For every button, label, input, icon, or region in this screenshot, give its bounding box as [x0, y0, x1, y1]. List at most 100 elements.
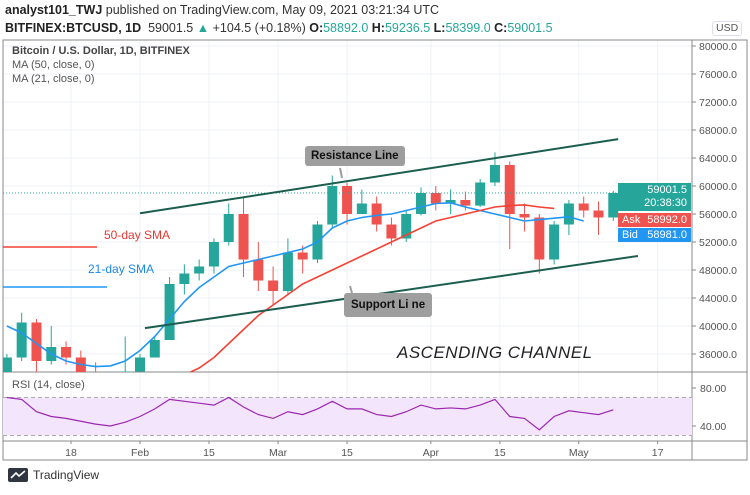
close-label: C:: [494, 21, 508, 35]
ohlc-bar: BITFINEX:BTCUSD, 1D 59001.5 ▲ +104.5 (+0…: [5, 21, 553, 36]
candle-body: [282, 252, 293, 291]
support-trendline: [144, 255, 639, 330]
time-tick-label: 15: [203, 447, 215, 459]
rsi-tick-label: 80.00: [700, 383, 726, 395]
chart-frame: [2, 39, 748, 461]
price-tick-label: 80000.0: [699, 41, 737, 53]
up-arrow-icon: ▲: [196, 21, 210, 35]
last-price-label: 59001.5 20:38:30: [618, 183, 691, 211]
candle-body: [253, 259, 264, 281]
author[interactable]: analyst101_TWJ: [5, 3, 103, 17]
candle-body: [238, 214, 249, 260]
bar-countdown: 20:38:30: [644, 197, 687, 209]
chart-legend: Bitcoin / U.S. Dollar, 1D, BITFINEX MA (…: [12, 44, 190, 86]
price-tick-label: 44000.0: [699, 293, 737, 305]
candle-body: [386, 224, 397, 239]
candle-body: [179, 273, 190, 284]
ma50-line: [188, 204, 555, 372]
candle-body: [578, 203, 589, 211]
last-price-value: 59001.5: [647, 184, 687, 196]
change: +104.5 (+0.18%): [212, 21, 306, 35]
candle-body: [519, 214, 530, 218]
candle-body: [120, 371, 131, 372]
candle-body: [416, 193, 427, 214]
legend-rsi[interactable]: RSI (14, close): [12, 379, 85, 391]
ask-label: Ask 58992.0: [618, 213, 691, 227]
candle-body: [208, 242, 219, 267]
candle-body: [268, 280, 279, 291]
candle-body: [297, 252, 308, 260]
price-tick-label: 48000.0: [699, 265, 737, 277]
channel-annotation: ASCENDING CHANNEL: [397, 343, 593, 362]
candle-body: [91, 379, 101, 380]
rsi-band: [3, 397, 692, 436]
rsi-line: [6, 396, 614, 431]
price-tick-label: 56000.0: [699, 209, 737, 221]
candle-body: [460, 200, 471, 206]
price-tick-label: 64000.0: [699, 153, 737, 165]
candle-body: [401, 214, 412, 239]
candle-body: [135, 357, 145, 372]
candle-body: [327, 186, 338, 225]
published-text: published on TradingView.com, May 09, 20…: [105, 3, 440, 17]
candle-body: [549, 224, 560, 260]
publish-info: analyst101_TWJ published on TradingView.…: [5, 3, 439, 18]
candle-body: [75, 357, 86, 372]
candle-body: [475, 182, 486, 206]
tradingview-logo[interactable]: TradingView: [8, 468, 99, 482]
candle-body: [430, 193, 441, 204]
candle-body: [563, 203, 574, 225]
brand-text: TradingView: [33, 468, 100, 482]
time-tick-label: 17: [652, 447, 664, 459]
open-value: 58892.0: [323, 21, 369, 35]
high-label: H:: [371, 21, 385, 35]
time-tick-label: Mar: [269, 447, 288, 459]
symbol: BITFINEX:BTCUSD, 1D: [5, 21, 142, 35]
candle-body: [164, 284, 175, 340]
time-tick-label: Apr: [423, 447, 440, 459]
resistance-annotation: Resistance Line: [305, 146, 405, 166]
support-callout: [349, 285, 353, 294]
time-tick-label: Feb: [131, 447, 149, 459]
candle-body: [61, 347, 72, 358]
time-tick-label: 15: [494, 447, 506, 459]
candle-body: [534, 217, 545, 260]
sma50-annotation: 50-day SMA: [104, 228, 171, 242]
price-tick-label: 36000.0: [699, 349, 737, 361]
ma21-line: [6, 201, 584, 368]
legend-title: Bitcoin / U.S. Dollar, 1D, BITFINEX: [12, 45, 190, 57]
price-tick-label: 52000.0: [699, 237, 737, 249]
currency-button[interactable]: USD: [712, 21, 743, 36]
price-tick-label: 40000.0: [699, 321, 737, 333]
bid-value: 58981.0: [647, 229, 687, 241]
candle-body: [31, 322, 42, 361]
legend-ma21[interactable]: MA (21, close, 0): [12, 73, 95, 85]
ask-text: Ask: [622, 214, 641, 226]
price-tick-label: 76000.0: [699, 69, 737, 81]
bid-label: Bid 58981.0: [618, 228, 691, 242]
candle-body: [504, 165, 515, 214]
time-tick-label: 15: [341, 447, 353, 459]
candle-body: [194, 266, 205, 274]
ask-value: 58992.0: [647, 214, 687, 226]
main-pane: [3, 138, 692, 380]
candle-body: [608, 192, 619, 218]
candle-body: [223, 214, 234, 242]
candle-body: [149, 340, 160, 358]
candle-body: [593, 210, 604, 218]
support-annotation: Support Li ne: [344, 293, 433, 317]
legend-ma50[interactable]: MA (50, close, 0): [12, 59, 95, 71]
bid-text: Bid: [622, 229, 638, 241]
tradingview-icon: [8, 468, 28, 482]
close-value: 59001.5: [507, 21, 553, 35]
last-price: 59001.5: [148, 21, 194, 35]
time-tick-label: 18: [65, 447, 77, 459]
candle-body: [371, 203, 382, 225]
low-value: 58399.0: [445, 21, 491, 35]
resistance-callout: [339, 167, 343, 179]
price-tick-label: 72000.0: [699, 97, 737, 109]
rsi-legend: RSI (14, close): [12, 378, 85, 392]
candle-body: [3, 357, 12, 372]
price-tick-label: 60000.0: [699, 181, 737, 193]
